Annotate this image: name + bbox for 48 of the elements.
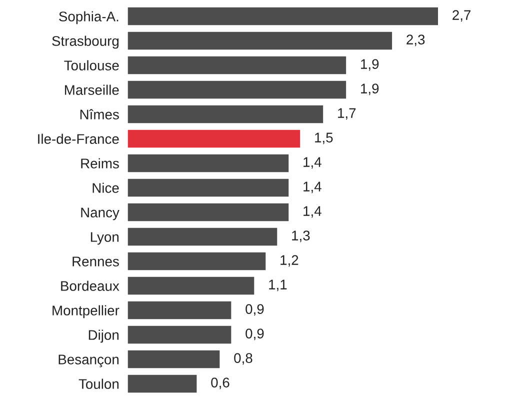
data-label: 1,7 [338,108,356,120]
y-tick-label: Toulouse [64,60,119,70]
data-label: 1,3 [292,230,310,242]
y-tick-label: Bordeaux [61,280,120,291]
data-label: 0,9 [246,328,264,340]
y-tick-label: Montpellier [52,305,120,318]
y-tick-label: Reims [81,158,119,168]
bar [128,130,300,148]
bar [128,154,289,172]
y-tick-label: Rennes [72,256,119,266]
data-label: 2,7 [452,10,470,22]
y-tick-label: Marseille [64,84,119,95]
y-tick-label: Toulon [78,378,119,389]
data-label: 2,3 [406,34,425,46]
bar [128,252,266,270]
y-tick-label: Sophia-A. [59,11,118,24]
bar [128,56,346,74]
bar [128,80,346,99]
bar [128,105,324,124]
data-label: 1,9 [361,59,379,71]
data-label: 1,1 [269,280,287,292]
data-label: 1,4 [304,206,322,218]
data-label: 1,9 [361,84,379,96]
bar [128,301,232,320]
bar [128,7,438,26]
y-tick-label: Strasbourg [52,36,119,49]
bar [128,276,254,295]
bar [128,178,289,197]
y-tick-label: Nîmes [80,109,119,120]
y-tick-label: Besançon [58,354,119,368]
bar [128,228,278,246]
data-label: 0,8 [234,353,252,365]
bar [128,326,232,344]
y-tick-label: Lyon [90,232,119,245]
bar [128,203,289,222]
y-tick-label: Ile-de-France [38,134,119,144]
data-label: 1,4 [304,182,322,194]
bar [128,350,220,368]
y-tick-label: Nancy [81,208,120,220]
y-tick-label: Nice [92,182,119,193]
y-tick-label: Dijon [88,330,119,343]
bar [128,32,392,50]
data-label: 0,9 [246,304,264,316]
data-label: 1,4 [304,157,322,169]
data-label: 1,2 [280,255,298,267]
bar [128,374,197,393]
data-label: 0,6 [211,378,230,390]
data-label: 1,5 [315,132,333,144]
